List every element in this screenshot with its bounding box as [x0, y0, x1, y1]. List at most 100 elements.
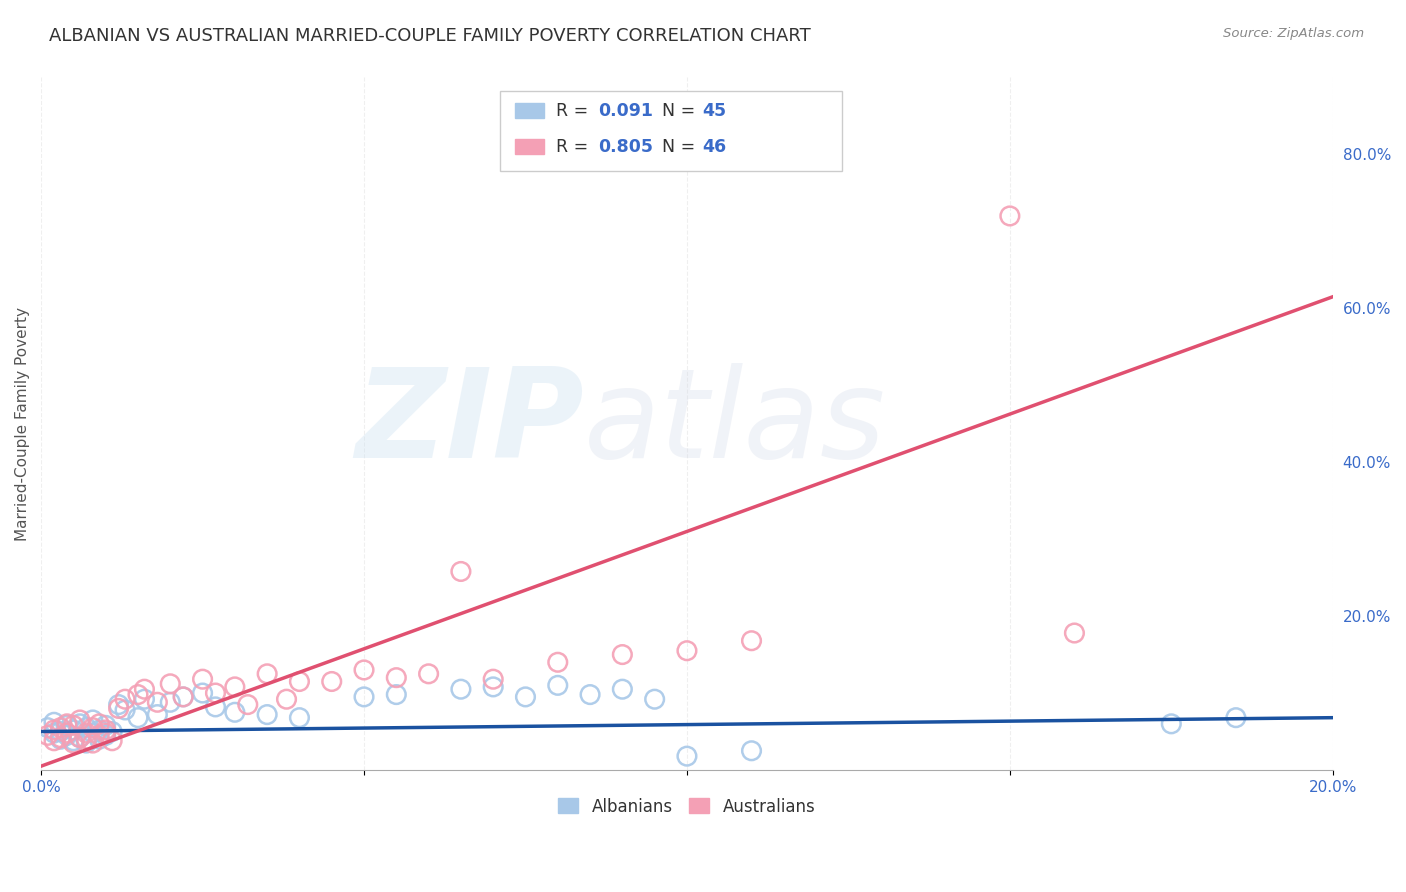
- Point: [256, 666, 278, 681]
- Point: [42, 726, 65, 740]
- Point: [49, 721, 72, 735]
- FancyBboxPatch shape: [499, 91, 842, 171]
- Point: [89, 732, 111, 747]
- Point: [69, 731, 91, 745]
- Point: [450, 682, 472, 697]
- Point: [1225, 711, 1247, 725]
- Point: [82, 713, 104, 727]
- Point: [62, 733, 84, 747]
- Text: 0.805: 0.805: [598, 137, 652, 156]
- Point: [42, 733, 65, 747]
- Point: [741, 633, 763, 648]
- Text: 0.091: 0.091: [598, 102, 652, 120]
- Point: [1160, 716, 1182, 731]
- Text: Source: ZipAtlas.com: Source: ZipAtlas.com: [1223, 27, 1364, 40]
- Point: [418, 666, 440, 681]
- Point: [37, 721, 59, 735]
- Point: [82, 736, 104, 750]
- Point: [1063, 626, 1085, 640]
- Point: [62, 718, 84, 732]
- Point: [37, 728, 59, 742]
- Point: [321, 674, 343, 689]
- Point: [69, 716, 91, 731]
- Point: [49, 731, 72, 745]
- Point: [114, 692, 136, 706]
- Point: [89, 723, 111, 737]
- Point: [515, 690, 537, 704]
- Point: [107, 701, 129, 715]
- Point: [56, 716, 79, 731]
- Point: [385, 671, 408, 685]
- Point: [172, 690, 194, 704]
- Point: [482, 680, 505, 694]
- Point: [127, 711, 149, 725]
- Point: [191, 672, 214, 686]
- Y-axis label: Married-Couple Family Poverty: Married-Couple Family Poverty: [15, 307, 30, 541]
- Point: [82, 721, 104, 735]
- Point: [82, 726, 104, 740]
- Point: [75, 736, 97, 750]
- Point: [42, 715, 65, 730]
- Point: [644, 692, 666, 706]
- Point: [159, 695, 181, 709]
- FancyBboxPatch shape: [515, 103, 544, 119]
- Point: [94, 718, 117, 732]
- Point: [75, 726, 97, 740]
- Point: [482, 672, 505, 686]
- Point: [127, 688, 149, 702]
- Point: [146, 695, 169, 709]
- Text: 46: 46: [703, 137, 727, 156]
- Point: [288, 711, 311, 725]
- Point: [107, 698, 129, 712]
- Point: [676, 644, 699, 658]
- Point: [276, 692, 298, 706]
- Point: [62, 723, 84, 737]
- Point: [159, 677, 181, 691]
- Point: [450, 565, 472, 579]
- Point: [56, 728, 79, 742]
- Point: [612, 648, 634, 662]
- Text: atlas: atlas: [583, 363, 886, 484]
- Legend: Albanians, Australians: Albanians, Australians: [550, 789, 824, 824]
- Point: [89, 716, 111, 731]
- Point: [75, 721, 97, 735]
- Point: [579, 688, 602, 702]
- Point: [353, 690, 375, 704]
- Point: [224, 706, 246, 720]
- Point: [224, 680, 246, 694]
- Point: [62, 736, 84, 750]
- Point: [69, 731, 91, 745]
- Point: [288, 674, 311, 689]
- Point: [89, 728, 111, 742]
- Text: R =: R =: [557, 102, 595, 120]
- Text: ZIP: ZIP: [354, 363, 583, 484]
- Point: [49, 724, 72, 739]
- Point: [172, 690, 194, 704]
- Point: [42, 723, 65, 737]
- Point: [256, 707, 278, 722]
- Point: [191, 686, 214, 700]
- Point: [741, 744, 763, 758]
- Point: [236, 698, 259, 712]
- Point: [612, 682, 634, 697]
- Text: ALBANIAN VS AUSTRALIAN MARRIED-COUPLE FAMILY POVERTY CORRELATION CHART: ALBANIAN VS AUSTRALIAN MARRIED-COUPLE FA…: [49, 27, 811, 45]
- Point: [204, 699, 226, 714]
- Point: [676, 749, 699, 764]
- Point: [56, 726, 79, 740]
- Point: [134, 692, 156, 706]
- FancyBboxPatch shape: [515, 139, 544, 154]
- Point: [101, 733, 124, 747]
- Point: [56, 718, 79, 732]
- Point: [547, 678, 569, 692]
- Point: [146, 707, 169, 722]
- Point: [547, 655, 569, 669]
- Point: [94, 728, 117, 742]
- Point: [998, 209, 1021, 223]
- Point: [75, 732, 97, 747]
- Text: R =: R =: [557, 137, 595, 156]
- Point: [134, 682, 156, 697]
- Point: [114, 703, 136, 717]
- Point: [101, 724, 124, 739]
- Text: N =: N =: [662, 102, 702, 120]
- Text: N =: N =: [662, 137, 702, 156]
